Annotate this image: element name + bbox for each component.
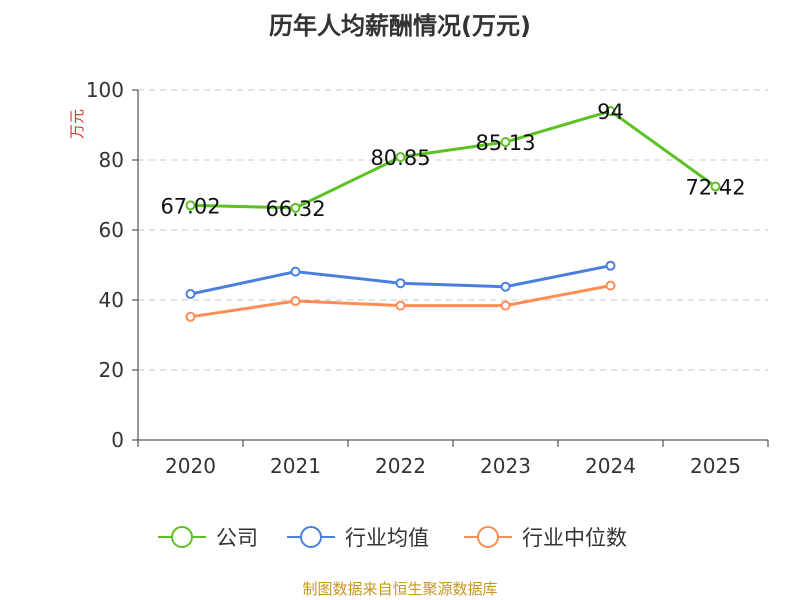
data-point [500, 137, 511, 148]
data-point [290, 266, 301, 277]
legend-marker [477, 526, 499, 548]
data-label: 67.02 [160, 194, 220, 218]
y-tick-label: 20 [99, 358, 124, 382]
data-point [290, 202, 301, 213]
legend-label: 公司 [216, 526, 258, 550]
data-point [710, 181, 721, 192]
x-tick-label: 2024 [585, 454, 636, 478]
source-note: 制图数据来自恒生聚源数据库 [302, 580, 498, 598]
data-point [605, 280, 616, 291]
data-label: 94 [597, 100, 624, 124]
data-point [185, 289, 196, 300]
legend-marker [300, 526, 322, 548]
data-point [185, 311, 196, 322]
y-axis-label: 万元 [68, 109, 86, 139]
y-tick-label: 60 [99, 218, 124, 242]
x-tick-label: 2023 [480, 454, 531, 478]
y-tick-label: 40 [99, 288, 124, 312]
series-line [190, 109, 717, 210]
y-tick-label: 0 [111, 428, 124, 452]
y-tick-label: 80 [99, 148, 124, 172]
data-label: 66.32 [265, 197, 325, 221]
data-label: 85.13 [475, 131, 535, 155]
y-tick-label: 100 [86, 78, 124, 102]
data-label: 72.42 [685, 176, 745, 200]
legend-label: 行业均值 [345, 526, 429, 550]
x-tick-label: 2025 [690, 454, 741, 478]
data-point [500, 281, 511, 292]
data-point [395, 300, 406, 311]
data-point [605, 260, 616, 271]
data-point [395, 152, 406, 163]
data-point [185, 200, 196, 211]
data-point [500, 300, 511, 311]
data-point [290, 296, 301, 307]
x-tick-label: 2020 [165, 454, 216, 478]
x-tick-label: 2021 [270, 454, 321, 478]
x-tick-label: 2022 [375, 454, 426, 478]
data-label: 80.85 [370, 146, 430, 170]
legend-marker [171, 526, 193, 548]
legend-label: 行业中位数 [522, 526, 627, 550]
chart-title: 历年人均薪酬情况(万元) [269, 12, 531, 40]
data-point [395, 278, 406, 289]
data-point [605, 106, 616, 116]
